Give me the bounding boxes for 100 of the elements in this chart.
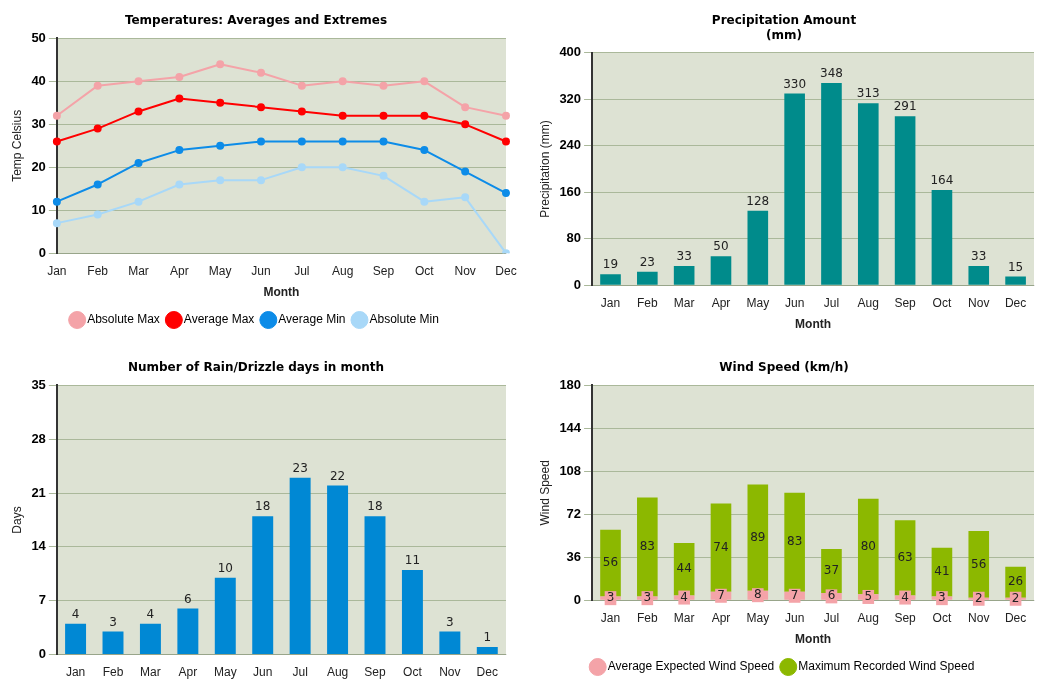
y-tick-label: 72 xyxy=(566,505,582,521)
point xyxy=(461,120,470,129)
y-axis-title: Days xyxy=(9,506,24,534)
x-tick-label: Dec xyxy=(476,665,498,680)
data-label: 348 xyxy=(820,66,843,81)
data-label: 89 xyxy=(750,529,766,544)
legend-label: Absolute Min xyxy=(369,312,439,327)
data-label: 19 xyxy=(602,257,619,272)
point xyxy=(461,167,470,176)
x-axis-title: Month xyxy=(263,285,300,300)
point xyxy=(216,176,225,185)
point xyxy=(379,81,388,90)
bar xyxy=(102,631,124,655)
point xyxy=(93,210,102,219)
y-tick-label: 180 xyxy=(559,376,582,392)
y-tick-label: 7 xyxy=(38,592,46,608)
point xyxy=(502,111,510,120)
x-tick-label: Oct xyxy=(932,295,952,310)
x-tick-label: Feb xyxy=(636,610,658,625)
y-tick-label: 144 xyxy=(559,419,582,435)
y-tick-label: 10 xyxy=(31,201,46,217)
point xyxy=(420,197,429,206)
data-label: 26 xyxy=(1007,574,1024,589)
x-tick-label: Jul xyxy=(292,665,308,680)
point xyxy=(338,77,347,86)
bar xyxy=(401,569,423,655)
data-label: 37 xyxy=(823,563,840,578)
bar xyxy=(177,608,199,655)
x-axis-title: Month xyxy=(795,632,832,647)
x-tick-label: Jun xyxy=(784,295,805,310)
x-tick-label: Sep xyxy=(372,263,395,278)
x-tick-label: Dec xyxy=(1004,295,1027,310)
point xyxy=(297,81,306,90)
point xyxy=(52,111,61,120)
y-tick-label: 320 xyxy=(559,90,582,106)
point xyxy=(175,73,184,82)
x-tick-label: Nov xyxy=(968,610,990,625)
point xyxy=(257,103,266,112)
data-label: 291 xyxy=(893,99,917,114)
bar xyxy=(747,210,769,285)
point xyxy=(257,68,266,77)
data-label: 3 xyxy=(606,590,615,605)
data-label: 3 xyxy=(109,614,117,629)
data-label: 3 xyxy=(938,590,946,605)
data-label: 56 xyxy=(602,555,619,570)
point xyxy=(420,146,429,155)
point xyxy=(297,163,306,172)
data-label: 1 xyxy=(483,630,492,645)
data-label: 2 xyxy=(1011,590,1020,605)
bar xyxy=(673,266,695,285)
bar xyxy=(710,256,732,285)
data-label: 83 xyxy=(639,539,655,554)
x-tick-label: Feb xyxy=(87,263,109,278)
y-tick-label: 0 xyxy=(38,244,46,260)
chart-title: Wind Speed (km/h) xyxy=(719,360,849,375)
data-label: 50 xyxy=(713,239,729,254)
point xyxy=(175,94,184,103)
x-tick-label: May xyxy=(213,665,237,680)
y-axis-title: Wind Speed xyxy=(537,460,552,526)
y-axis-title: Temp Celsius xyxy=(9,109,24,182)
x-tick-label: Jan xyxy=(600,295,621,310)
bar xyxy=(1005,276,1026,285)
point xyxy=(93,180,102,189)
point xyxy=(379,171,388,180)
point xyxy=(93,81,102,90)
data-label: 18 xyxy=(367,499,383,514)
x-tick-label: May xyxy=(746,610,770,625)
point xyxy=(52,137,61,146)
point xyxy=(134,158,143,167)
point xyxy=(52,219,61,228)
y-tick-label: 240 xyxy=(559,137,582,153)
data-label: 128 xyxy=(746,193,770,208)
y-tick-label: 20 xyxy=(31,158,46,174)
x-tick-label: Oct xyxy=(932,610,952,625)
point xyxy=(502,137,510,146)
y-tick-label: 108 xyxy=(559,462,582,478)
legend-label: Absolute Max xyxy=(87,312,160,327)
bar xyxy=(364,516,386,655)
y-tick-label: 14 xyxy=(31,538,47,554)
x-tick-label: Sep xyxy=(894,295,917,310)
chart-title: Precipitation Amount (mm) xyxy=(711,13,857,42)
legend-label: Average Max xyxy=(183,312,255,327)
bar xyxy=(600,274,621,285)
bar xyxy=(894,116,916,285)
data-label: 23 xyxy=(639,254,655,269)
y-tick-label: 160 xyxy=(559,183,582,199)
point xyxy=(338,137,347,146)
data-label: 6 xyxy=(827,588,836,603)
x-tick-label: Apr xyxy=(711,295,731,310)
x-tick-label: Jul xyxy=(823,610,840,625)
y-tick-label: 50 xyxy=(31,29,46,45)
bar xyxy=(252,516,274,655)
point xyxy=(297,137,306,146)
x-tick-label: Nov xyxy=(439,665,461,680)
data-label: 2 xyxy=(974,590,983,605)
x-tick-label: Aug xyxy=(857,295,879,310)
x-tick-label: Mar xyxy=(673,610,695,625)
data-label: 83 xyxy=(786,534,803,549)
chart-title: Temperatures: Averages and Extremes xyxy=(124,13,388,28)
bar xyxy=(784,93,805,285)
